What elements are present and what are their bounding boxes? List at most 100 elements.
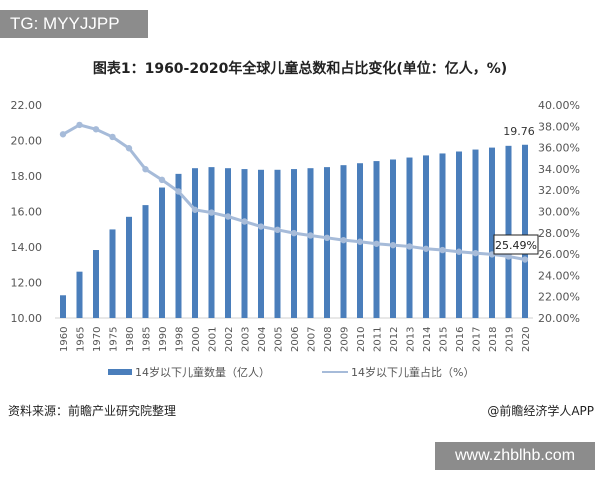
bar [208, 167, 215, 318]
line-point [389, 241, 397, 249]
left-axis-tick: 10.00 [11, 312, 43, 325]
x-axis-tick: 2009 [340, 327, 351, 352]
right-axis-tick: 40.00% [538, 99, 580, 112]
legend-line-label: 14岁以下儿童占比（%） [351, 366, 475, 379]
x-axis-tick: 1990 [158, 327, 169, 352]
line-point [76, 121, 83, 129]
bar [192, 168, 198, 318]
left-axis-tick: 20.00 [11, 135, 43, 148]
line-point [307, 232, 314, 239]
right-axis-tick: 36.00% [538, 142, 580, 155]
line-point [340, 236, 347, 244]
line-point [92, 126, 100, 133]
x-axis-tick: 1970 [92, 327, 103, 352]
legend-line-swatch [322, 371, 348, 373]
x-axis-tick: 2007 [307, 327, 318, 352]
legend-bar: 14岁以下儿童数量（亿人） [108, 364, 270, 380]
legend-bar-swatch [108, 369, 132, 375]
x-axis-tick: 2003 [241, 327, 252, 352]
line-point [125, 145, 133, 152]
x-axis-tick: 2012 [389, 327, 400, 352]
line-point [439, 246, 446, 254]
line-point [455, 248, 463, 255]
right-axis-tick: 30.00% [538, 206, 580, 219]
bar [159, 187, 165, 318]
right-axis-tick: 34.00% [538, 163, 580, 176]
x-axis-tick: 1998 [175, 327, 186, 352]
right-axis-tick: 38.00% [538, 120, 580, 133]
source-note: 资料来源：前瞻产业研究院整理 [8, 404, 177, 418]
line-point [224, 213, 232, 220]
x-axis-tick: 2011 [373, 327, 384, 352]
left-axis-tick: 16.00 [11, 206, 43, 219]
right-axis-tick: 22.00% [538, 291, 580, 304]
bar [456, 151, 462, 318]
watermark-url: www.zhblhb.com [435, 442, 595, 470]
bar [390, 159, 396, 318]
x-axis-tick: 2010 [356, 327, 367, 352]
x-axis-tick: 2013 [406, 327, 417, 352]
bar [60, 295, 66, 318]
overlay-tag: TG: MYYJJPP [0, 10, 148, 38]
line-data-label: 25.49% [495, 239, 537, 252]
line-point [356, 238, 364, 245]
x-axis-tick: 2005 [274, 327, 285, 352]
bar [241, 169, 248, 318]
line-point [208, 209, 215, 216]
line-point [521, 256, 529, 263]
line-point [373, 240, 380, 247]
x-axis-tick: 2014 [422, 327, 433, 352]
line-point [158, 176, 166, 184]
line-point [406, 243, 413, 250]
bar [175, 173, 182, 318]
line-point [191, 206, 199, 213]
line-point [505, 253, 512, 260]
x-axis-tick: 2001 [208, 327, 219, 352]
bar [126, 216, 132, 318]
x-axis-tick: 2016 [455, 327, 466, 352]
x-axis-tick: 2000 [191, 327, 202, 352]
bar [489, 147, 495, 318]
x-axis-tick: 1965 [76, 327, 87, 352]
x-axis-tick: 2008 [323, 327, 334, 352]
bar [274, 169, 281, 318]
legend-bar-label: 14岁以下儿童数量（亿人） [135, 366, 270, 379]
line-point [142, 166, 149, 173]
right-axis-tick: 28.00% [538, 227, 580, 240]
chart-title: 图表1：1960-2020年全球儿童总数和占比变化(单位：亿人，%) [92, 61, 508, 77]
left-axis-tick: 14.00 [11, 241, 43, 254]
right-axis-tick: 32.00% [538, 184, 580, 197]
bar [258, 169, 264, 318]
x-axis-tick: 2002 [224, 327, 235, 352]
x-axis-tick: 2006 [290, 327, 301, 352]
bar [439, 153, 446, 318]
bar [522, 144, 528, 318]
right-axis-tick: 20.00% [538, 312, 580, 325]
line-point [422, 245, 430, 252]
bar [109, 229, 116, 318]
left-axis-tick: 12.00 [11, 277, 43, 290]
bar [307, 168, 314, 318]
left-axis-tick: 18.00 [11, 170, 43, 183]
bar [406, 157, 413, 318]
bar [423, 155, 429, 318]
line-point [472, 249, 479, 257]
line-point [257, 223, 265, 230]
credit: @前瞻经济学人APP [487, 404, 594, 418]
right-axis-tick: 24.00% [538, 269, 580, 282]
line-point [109, 133, 116, 141]
left-axis-tick: 22.00 [11, 99, 43, 112]
x-axis-tick: 2004 [257, 327, 268, 352]
x-axis-tick: 2017 [472, 327, 483, 352]
bar [93, 250, 99, 318]
bar [225, 168, 231, 318]
line-point [241, 218, 248, 225]
line-point [175, 188, 182, 195]
line-data-label-box [493, 234, 539, 255]
x-axis-tick: 1980 [125, 327, 136, 352]
bar [76, 271, 83, 318]
bar [472, 149, 479, 318]
bar [505, 145, 512, 318]
x-axis-tick: 2018 [488, 327, 499, 352]
line-point [290, 229, 298, 237]
